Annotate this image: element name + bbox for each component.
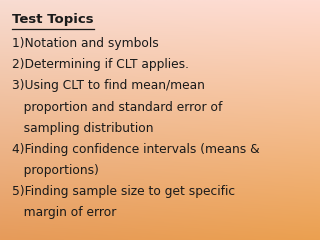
Text: 3)Using CLT to find mean/mean: 3)Using CLT to find mean/mean xyxy=(12,79,205,92)
Text: margin of error: margin of error xyxy=(12,206,116,219)
Text: 5)Finding sample size to get specific: 5)Finding sample size to get specific xyxy=(12,185,235,198)
Text: sampling distribution: sampling distribution xyxy=(12,122,154,135)
Text: Test Topics: Test Topics xyxy=(12,13,94,26)
Text: 2)Determining if CLT applies.: 2)Determining if CLT applies. xyxy=(12,58,189,71)
Text: 4)Finding confidence intervals (means &: 4)Finding confidence intervals (means & xyxy=(12,143,260,156)
Text: 1)Notation and symbols: 1)Notation and symbols xyxy=(12,37,159,50)
Text: proportions): proportions) xyxy=(12,164,99,177)
Text: proportion and standard error of: proportion and standard error of xyxy=(12,101,222,114)
